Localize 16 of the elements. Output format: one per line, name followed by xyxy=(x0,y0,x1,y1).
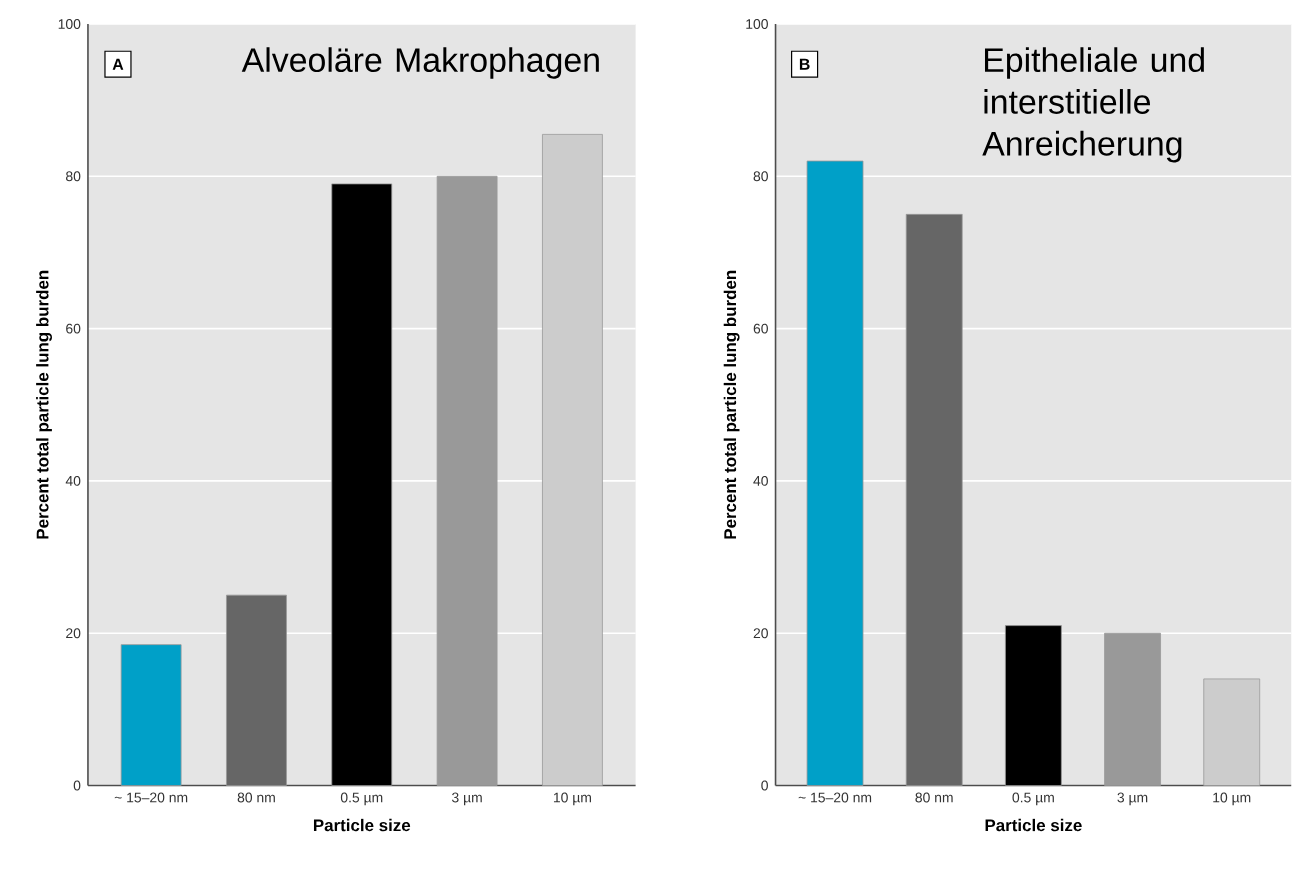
bar xyxy=(331,183,393,787)
y-axis-title: Percent total particle lung burden xyxy=(36,271,52,539)
bar xyxy=(1005,625,1062,787)
y-axis-title: Percent total particle lung burden xyxy=(723,271,740,539)
text: Alveoläre Makrophagen xyxy=(241,47,599,80)
bar xyxy=(226,594,287,787)
bar xyxy=(806,160,864,787)
x-axis-title: Particle size xyxy=(313,819,411,832)
bar xyxy=(120,644,182,787)
bar xyxy=(542,134,603,787)
bar xyxy=(436,176,498,787)
bar xyxy=(1203,678,1261,787)
text: Epitheliale und interstitielle Anreicherung xyxy=(982,47,1204,163)
bar xyxy=(1104,633,1161,787)
bar xyxy=(905,214,963,787)
x-axis-title: Particle size xyxy=(985,819,1082,832)
